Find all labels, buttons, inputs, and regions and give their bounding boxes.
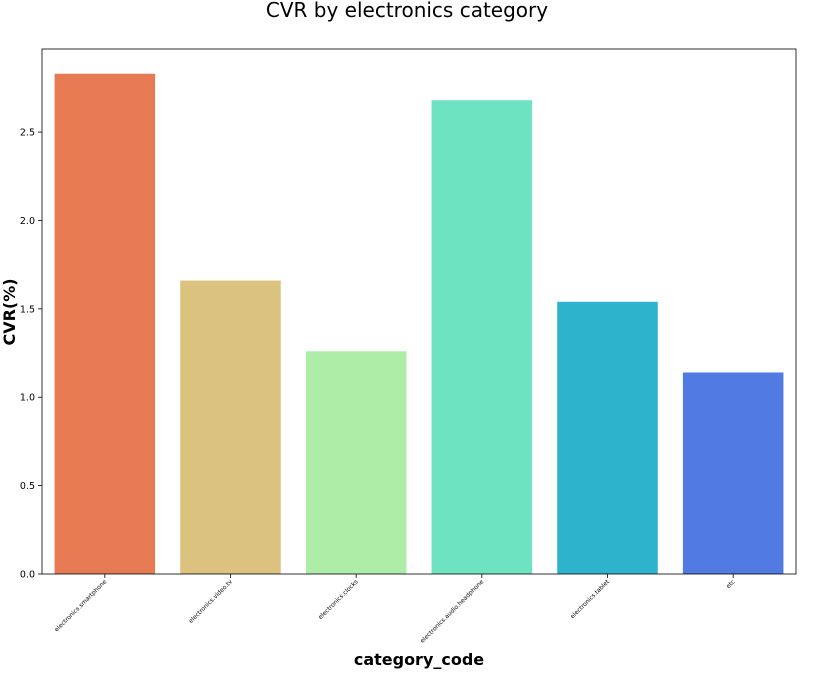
bar-etc (682, 372, 784, 574)
y-axis-label: CVR(%) (0, 278, 19, 345)
x-tick-label: electronics.audio.headphone (419, 578, 485, 644)
x-axis-label: category_code (354, 650, 484, 669)
bar-electronics-smartphone (54, 73, 156, 575)
plot-frame (41, 48, 797, 575)
y-tick-label: 2.0 (20, 216, 35, 227)
x-tick-label: electronics.video.tv (188, 578, 235, 625)
x-tick-label: electronics.smartphone (53, 578, 108, 633)
y-tick-label: 0.5 (20, 481, 35, 492)
bar-electronics-tablet (557, 301, 658, 574)
y-tick-label: 2.5 (20, 128, 35, 139)
y-axis-ticks: 0.0 0.5 1.0 1.5 2.0 2.5 (20, 128, 42, 581)
x-tick-label: electronics.tablet (569, 578, 611, 620)
x-tick-label: electronics.clocks (317, 578, 359, 620)
x-tick-label: etc (725, 578, 737, 590)
y-tick-label: 0.0 (20, 570, 35, 581)
y-tick-label: 1.5 (20, 304, 35, 315)
bar-electronics-clocks (305, 351, 407, 574)
bar-electronics-video-tv (180, 280, 281, 574)
chart-title: CVR by electronics category (266, 0, 548, 22)
y-tick-label: 1.0 (20, 393, 35, 404)
bars-group (54, 73, 784, 575)
x-axis-ticks: electronics.smartphone electronics.video.… (53, 574, 737, 645)
bar-electronics-audio-headphone (431, 100, 533, 574)
